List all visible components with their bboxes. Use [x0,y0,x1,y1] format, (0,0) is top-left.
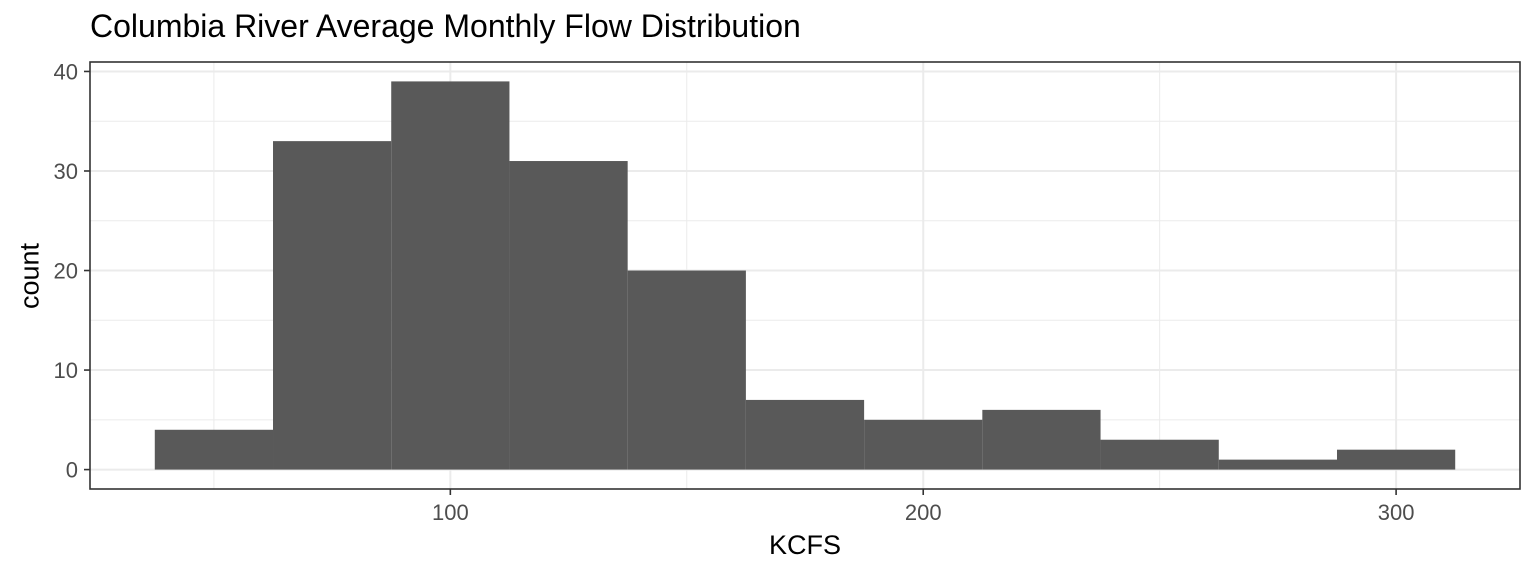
x-tick-label: 200 [905,500,942,525]
y-tick-label: 20 [54,259,78,284]
histogram-bar [982,409,1101,470]
plot-border [89,61,1521,490]
x-tick-label: 100 [432,500,469,525]
histogram-bar [391,81,510,470]
histogram-bar [273,141,392,470]
histogram-bar [627,270,746,470]
x-tick-label: 300 [1378,500,1415,525]
y-tick-label: 30 [54,159,78,184]
histogram-bar [1100,439,1219,470]
y-axis-label: count [14,242,45,310]
histogram-bar [864,419,983,470]
histogram-bar [154,429,274,470]
histogram-bar [509,161,628,470]
chart-title: Columbia River Average Monthly Flow Dist… [90,8,801,44]
y-tick-label: 40 [54,59,78,84]
histogram-bar [1336,449,1456,470]
y-tick-label: 0 [66,458,78,483]
x-axis-label: KCFS [768,530,841,560]
histogram-bar [745,399,865,470]
histogram-bar [1218,459,1337,470]
y-tick-label: 10 [54,358,78,383]
